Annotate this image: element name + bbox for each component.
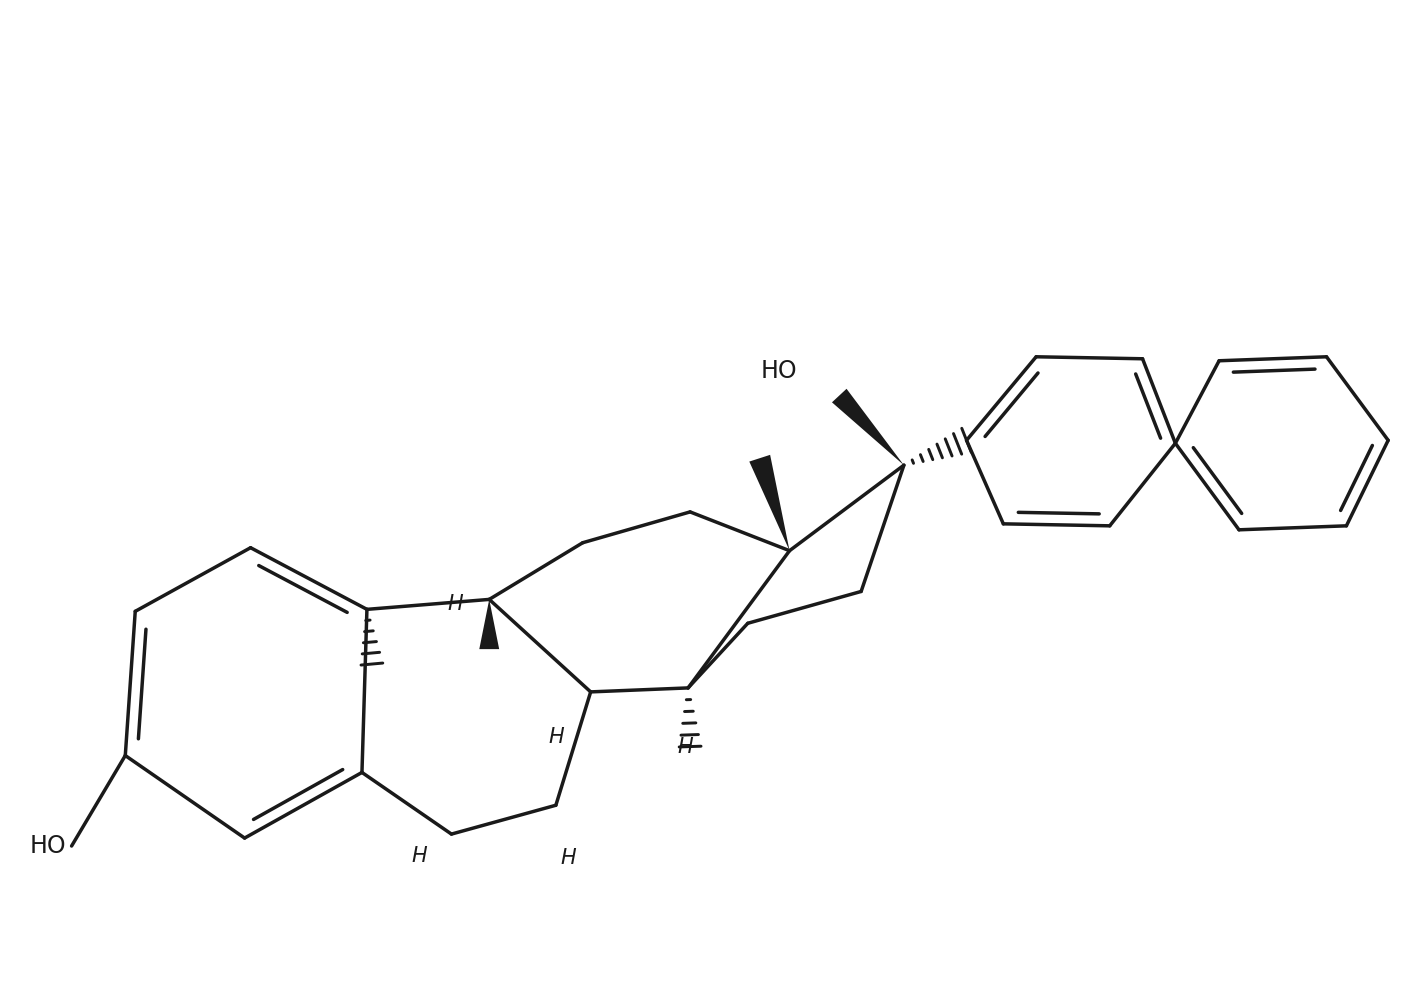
Text: H: H xyxy=(548,727,564,746)
Polygon shape xyxy=(750,454,789,550)
Text: H: H xyxy=(448,594,463,615)
Text: H: H xyxy=(412,846,428,866)
Text: HO: HO xyxy=(761,358,798,382)
Text: H: H xyxy=(677,737,693,756)
Polygon shape xyxy=(832,389,904,465)
Text: H: H xyxy=(561,848,577,868)
Polygon shape xyxy=(479,599,499,649)
Text: HO: HO xyxy=(30,834,67,858)
